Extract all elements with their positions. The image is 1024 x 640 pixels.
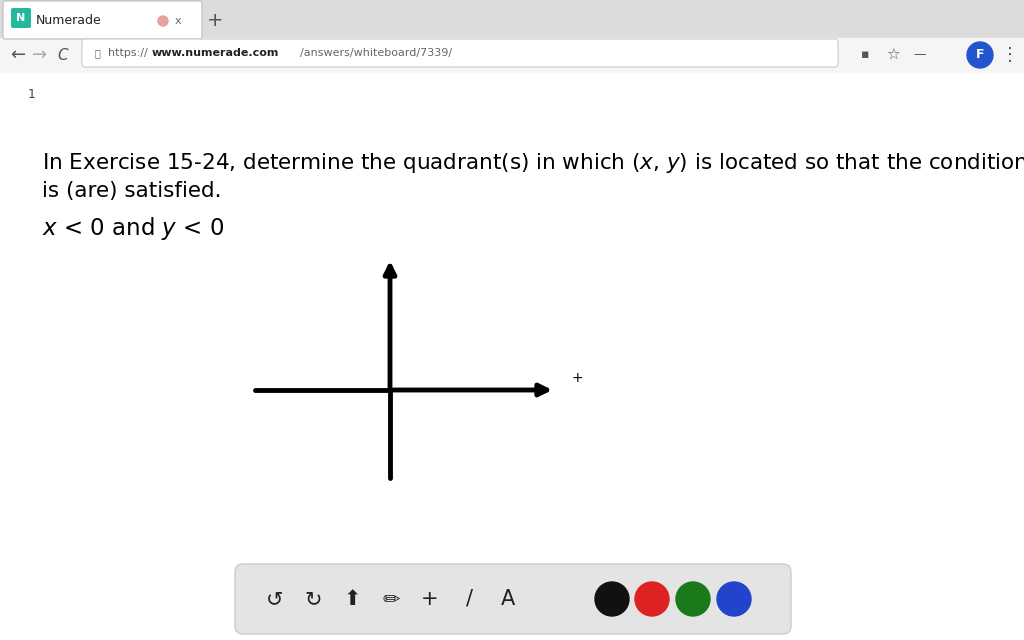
Text: 🔒: 🔒 <box>94 48 100 58</box>
Text: ✏: ✏ <box>382 589 399 609</box>
Text: /answers/whiteboard/7339/: /answers/whiteboard/7339/ <box>300 48 453 58</box>
Text: +: + <box>207 12 223 31</box>
Text: F: F <box>976 49 984 61</box>
Text: —: — <box>913 49 927 61</box>
Text: ↺: ↺ <box>266 589 284 609</box>
Circle shape <box>676 582 710 616</box>
Text: ☆: ☆ <box>886 47 900 63</box>
Text: ←: ← <box>10 46 26 64</box>
Text: →: → <box>33 46 47 64</box>
Text: ⬆: ⬆ <box>343 589 360 609</box>
FancyBboxPatch shape <box>234 564 791 634</box>
Circle shape <box>158 16 168 26</box>
Circle shape <box>19 82 45 108</box>
Bar <box>0 72 1024 640</box>
Circle shape <box>635 582 669 616</box>
Bar <box>0 38 1024 72</box>
Text: ⋮: ⋮ <box>1001 46 1019 64</box>
Circle shape <box>595 582 629 616</box>
Text: x: x <box>175 16 181 26</box>
Text: https://: https:// <box>108 48 147 58</box>
Text: +: + <box>421 589 439 609</box>
FancyBboxPatch shape <box>11 8 31 28</box>
Text: In Exercise 15-24, determine the quadrant(s) in which ($x$, $y$) is located so t: In Exercise 15-24, determine the quadran… <box>42 151 1024 175</box>
Circle shape <box>717 582 751 616</box>
Text: $x$ < 0 and $y$ < 0: $x$ < 0 and $y$ < 0 <box>42 214 224 241</box>
FancyBboxPatch shape <box>3 1 202 39</box>
Text: Numerade: Numerade <box>36 15 101 28</box>
FancyBboxPatch shape <box>82 39 838 67</box>
Text: N: N <box>16 13 26 23</box>
Text: A: A <box>501 589 515 609</box>
Text: +: + <box>571 371 583 385</box>
Text: ↻: ↻ <box>304 589 322 609</box>
Text: C: C <box>57 47 69 63</box>
Text: 1: 1 <box>28 88 36 102</box>
Text: /: / <box>466 589 472 609</box>
Text: ▪: ▪ <box>861 49 869 61</box>
Bar <box>0 0 1024 38</box>
Text: www.numerade.com: www.numerade.com <box>152 48 280 58</box>
Text: is (are) satisfied.: is (are) satisfied. <box>42 181 221 201</box>
Circle shape <box>967 42 993 68</box>
